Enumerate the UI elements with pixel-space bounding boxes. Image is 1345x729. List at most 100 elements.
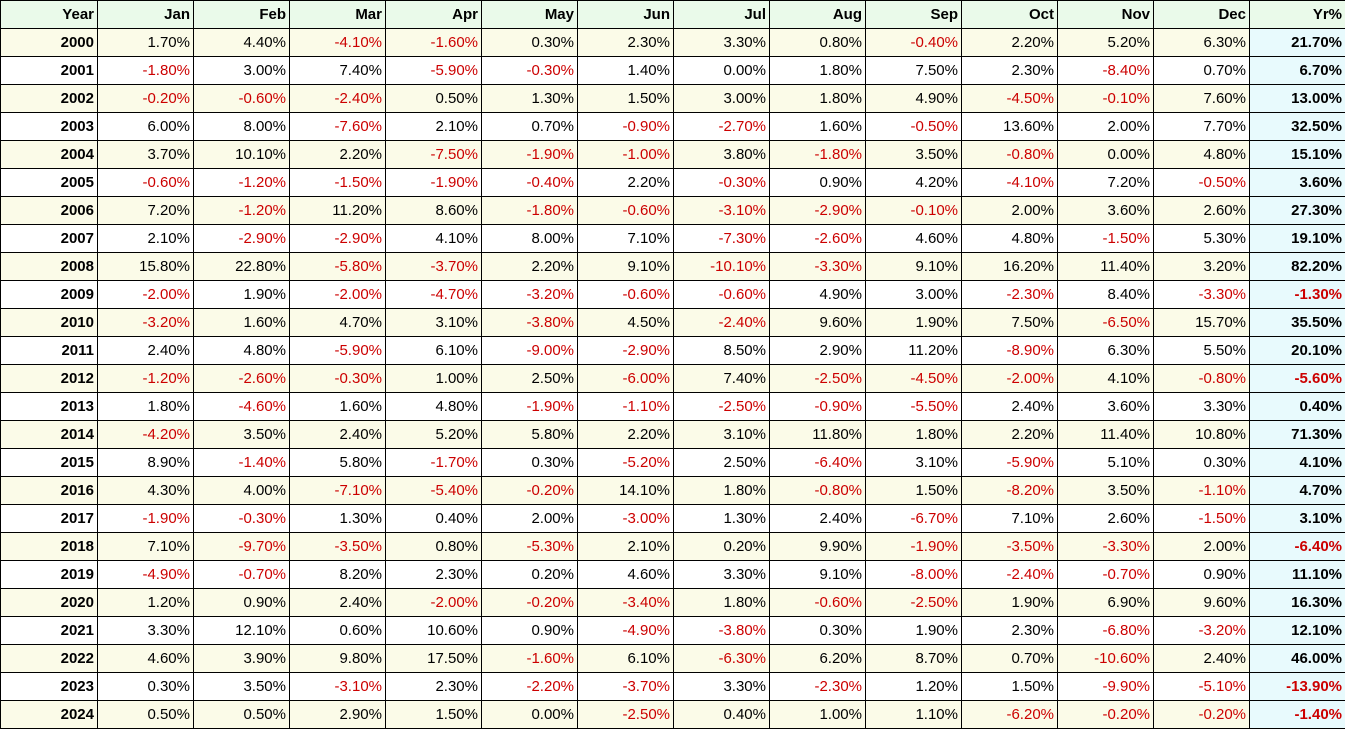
monthly-return-cell: 1.90% xyxy=(865,616,962,645)
table-row: 2000 1.70% 4.40% -4.10% -1.60% 0.30% 2.30% 3.30… xyxy=(0,28,1345,57)
monthly-return-cell: -8.20% xyxy=(961,476,1058,505)
yearly-return-cell: 32.50% xyxy=(1249,112,1345,141)
monthly-return-cell: -3.50% xyxy=(289,532,386,561)
monthly-return-cell: 8.40% xyxy=(1057,280,1154,309)
monthly-return-cell: -2.00% xyxy=(385,588,482,617)
monthly-return-cell: -6.00% xyxy=(577,364,674,393)
monthly-return-cell: 3.50% xyxy=(1057,476,1154,505)
table-row: 2012 -1.20% -2.60% -0.30% 1.00% 2.50% -6.00% 7.… xyxy=(0,364,1345,393)
monthly-return-cell: -0.30% xyxy=(289,364,386,393)
monthly-return-cell: 4.70% xyxy=(289,308,386,337)
monthly-return-cell: 1.80% xyxy=(673,476,770,505)
monthly-return-cell: -2.50% xyxy=(865,588,962,617)
column-header-feb: Feb xyxy=(193,0,290,29)
monthly-return-cell: -0.60% xyxy=(577,280,674,309)
monthly-return-cell: 5.50% xyxy=(1153,336,1250,365)
monthly-return-cell: 1.50% xyxy=(577,84,674,113)
monthly-return-cell: 2.40% xyxy=(769,504,866,533)
monthly-return-cell: 10.10% xyxy=(193,140,290,169)
monthly-return-cell: 4.60% xyxy=(577,560,674,589)
monthly-return-cell: -9.00% xyxy=(481,336,578,365)
table-row: 2017 -1.90% -0.30% 1.30% 0.40% 2.00% -3.00% 1.3… xyxy=(0,504,1345,533)
monthly-return-cell: 4.10% xyxy=(385,224,482,253)
monthly-return-cell: 7.10% xyxy=(97,532,194,561)
column-header-nov: Nov xyxy=(1057,0,1154,29)
monthly-return-cell: 0.80% xyxy=(769,28,866,57)
monthly-return-cell: 1.90% xyxy=(865,308,962,337)
monthly-return-cell: 3.50% xyxy=(193,420,290,449)
table-row: 2006 7.20% -1.20% 11.20% 8.60% -1.80% -0.60% -3… xyxy=(0,196,1345,225)
monthly-return-cell: -1.60% xyxy=(385,28,482,57)
column-header-aug: Aug xyxy=(769,0,866,29)
monthly-return-cell: 1.30% xyxy=(481,84,578,113)
monthly-return-cell: 5.20% xyxy=(385,420,482,449)
monthly-return-cell: 0.80% xyxy=(385,532,482,561)
table-row: 2020 1.20% 0.90% 2.40% -2.00% -0.20% -3.40% 1.8… xyxy=(0,588,1345,617)
monthly-return-cell: -3.80% xyxy=(481,308,578,337)
monthly-return-cell: -1.40% xyxy=(193,448,290,477)
monthly-return-cell: 2.10% xyxy=(385,112,482,141)
table-row: 2003 6.00% 8.00% -7.60% 2.10% 0.70% -0.90% -2.7… xyxy=(0,112,1345,141)
table-row: 2002 -0.20% -0.60% -2.40% 0.50% 1.30% 1.50% 3.0… xyxy=(0,84,1345,113)
year-cell: 2004 xyxy=(0,140,98,169)
monthly-return-cell: 6.10% xyxy=(577,644,674,673)
monthly-return-cell: 2.20% xyxy=(481,252,578,281)
monthly-return-cell: 7.20% xyxy=(1057,168,1154,197)
monthly-return-cell: -9.90% xyxy=(1057,672,1154,701)
monthly-return-cell: -8.00% xyxy=(865,560,962,589)
monthly-return-cell: 4.90% xyxy=(865,84,962,113)
monthly-return-cell: -4.20% xyxy=(97,420,194,449)
monthly-return-cell: 2.40% xyxy=(1153,644,1250,673)
monthly-return-cell: 0.90% xyxy=(1153,560,1250,589)
monthly-return-cell: 3.80% xyxy=(673,140,770,169)
monthly-return-cell: 3.30% xyxy=(97,616,194,645)
monthly-return-cell: 7.50% xyxy=(961,308,1058,337)
monthly-return-cell: 8.60% xyxy=(385,196,482,225)
monthly-return-cell: 1.10% xyxy=(865,700,962,729)
monthly-return-cell: -3.10% xyxy=(289,672,386,701)
monthly-return-cell: -0.60% xyxy=(577,196,674,225)
year-cell: 2000 xyxy=(0,28,98,57)
monthly-return-cell: 8.20% xyxy=(289,560,386,589)
monthly-return-cell: -2.60% xyxy=(193,364,290,393)
monthly-return-cell: 0.70% xyxy=(481,112,578,141)
table-row: 2019 -4.90% -0.70% 8.20% 2.30% 0.20% 4.60% 3.30… xyxy=(0,560,1345,589)
monthly-return-cell: -2.70% xyxy=(673,112,770,141)
monthly-return-cell: 3.60% xyxy=(1057,196,1154,225)
monthly-return-cell: 0.30% xyxy=(97,672,194,701)
monthly-return-cell: -6.40% xyxy=(769,448,866,477)
monthly-return-cell: 4.00% xyxy=(193,476,290,505)
monthly-return-cell: 3.70% xyxy=(97,140,194,169)
monthly-return-cell: -0.10% xyxy=(865,196,962,225)
monthly-return-cell: 0.50% xyxy=(193,700,290,729)
monthly-return-cell: 0.30% xyxy=(1153,448,1250,477)
table-row: 2001 -1.80% 3.00% 7.40% -5.90% -0.30% 1.40% 0.0… xyxy=(0,56,1345,85)
monthly-return-cell: 8.00% xyxy=(481,224,578,253)
monthly-return-cell: 0.20% xyxy=(481,560,578,589)
monthly-return-cell: 15.80% xyxy=(97,252,194,281)
monthly-return-cell: -0.60% xyxy=(193,84,290,113)
monthly-return-cell: -1.90% xyxy=(481,140,578,169)
monthly-return-cell: 4.80% xyxy=(193,336,290,365)
year-cell: 2002 xyxy=(0,84,98,113)
yearly-return-cell: 13.00% xyxy=(1249,84,1345,113)
monthly-return-cell: 6.10% xyxy=(385,336,482,365)
monthly-return-cell: -1.20% xyxy=(193,168,290,197)
monthly-return-cell: 9.10% xyxy=(577,252,674,281)
monthly-return-cell: 1.60% xyxy=(289,392,386,421)
monthly-return-cell: -3.20% xyxy=(97,308,194,337)
monthly-return-cell: 0.90% xyxy=(193,588,290,617)
year-cell: 2006 xyxy=(0,196,98,225)
header-row: Year Jan Feb Mar Apr May Jun Jul Aug Sep Oct Nov Dec… xyxy=(0,0,1345,29)
monthly-return-cell: 9.60% xyxy=(769,308,866,337)
column-header-oct: Oct xyxy=(961,0,1058,29)
monthly-return-cell: -1.50% xyxy=(1153,504,1250,533)
yearly-return-cell: 71.30% xyxy=(1249,420,1345,449)
monthly-return-cell: -2.00% xyxy=(97,280,194,309)
table-row: 2014 -4.20% 3.50% 2.40% 5.20% 5.80% 2.20% 3.10%… xyxy=(0,420,1345,449)
monthly-return-cell: -1.90% xyxy=(865,532,962,561)
monthly-return-cell: 6.30% xyxy=(1153,28,1250,57)
monthly-return-cell: 1.80% xyxy=(97,392,194,421)
monthly-return-cell: 2.20% xyxy=(577,168,674,197)
monthly-return-cell: 3.30% xyxy=(1153,392,1250,421)
